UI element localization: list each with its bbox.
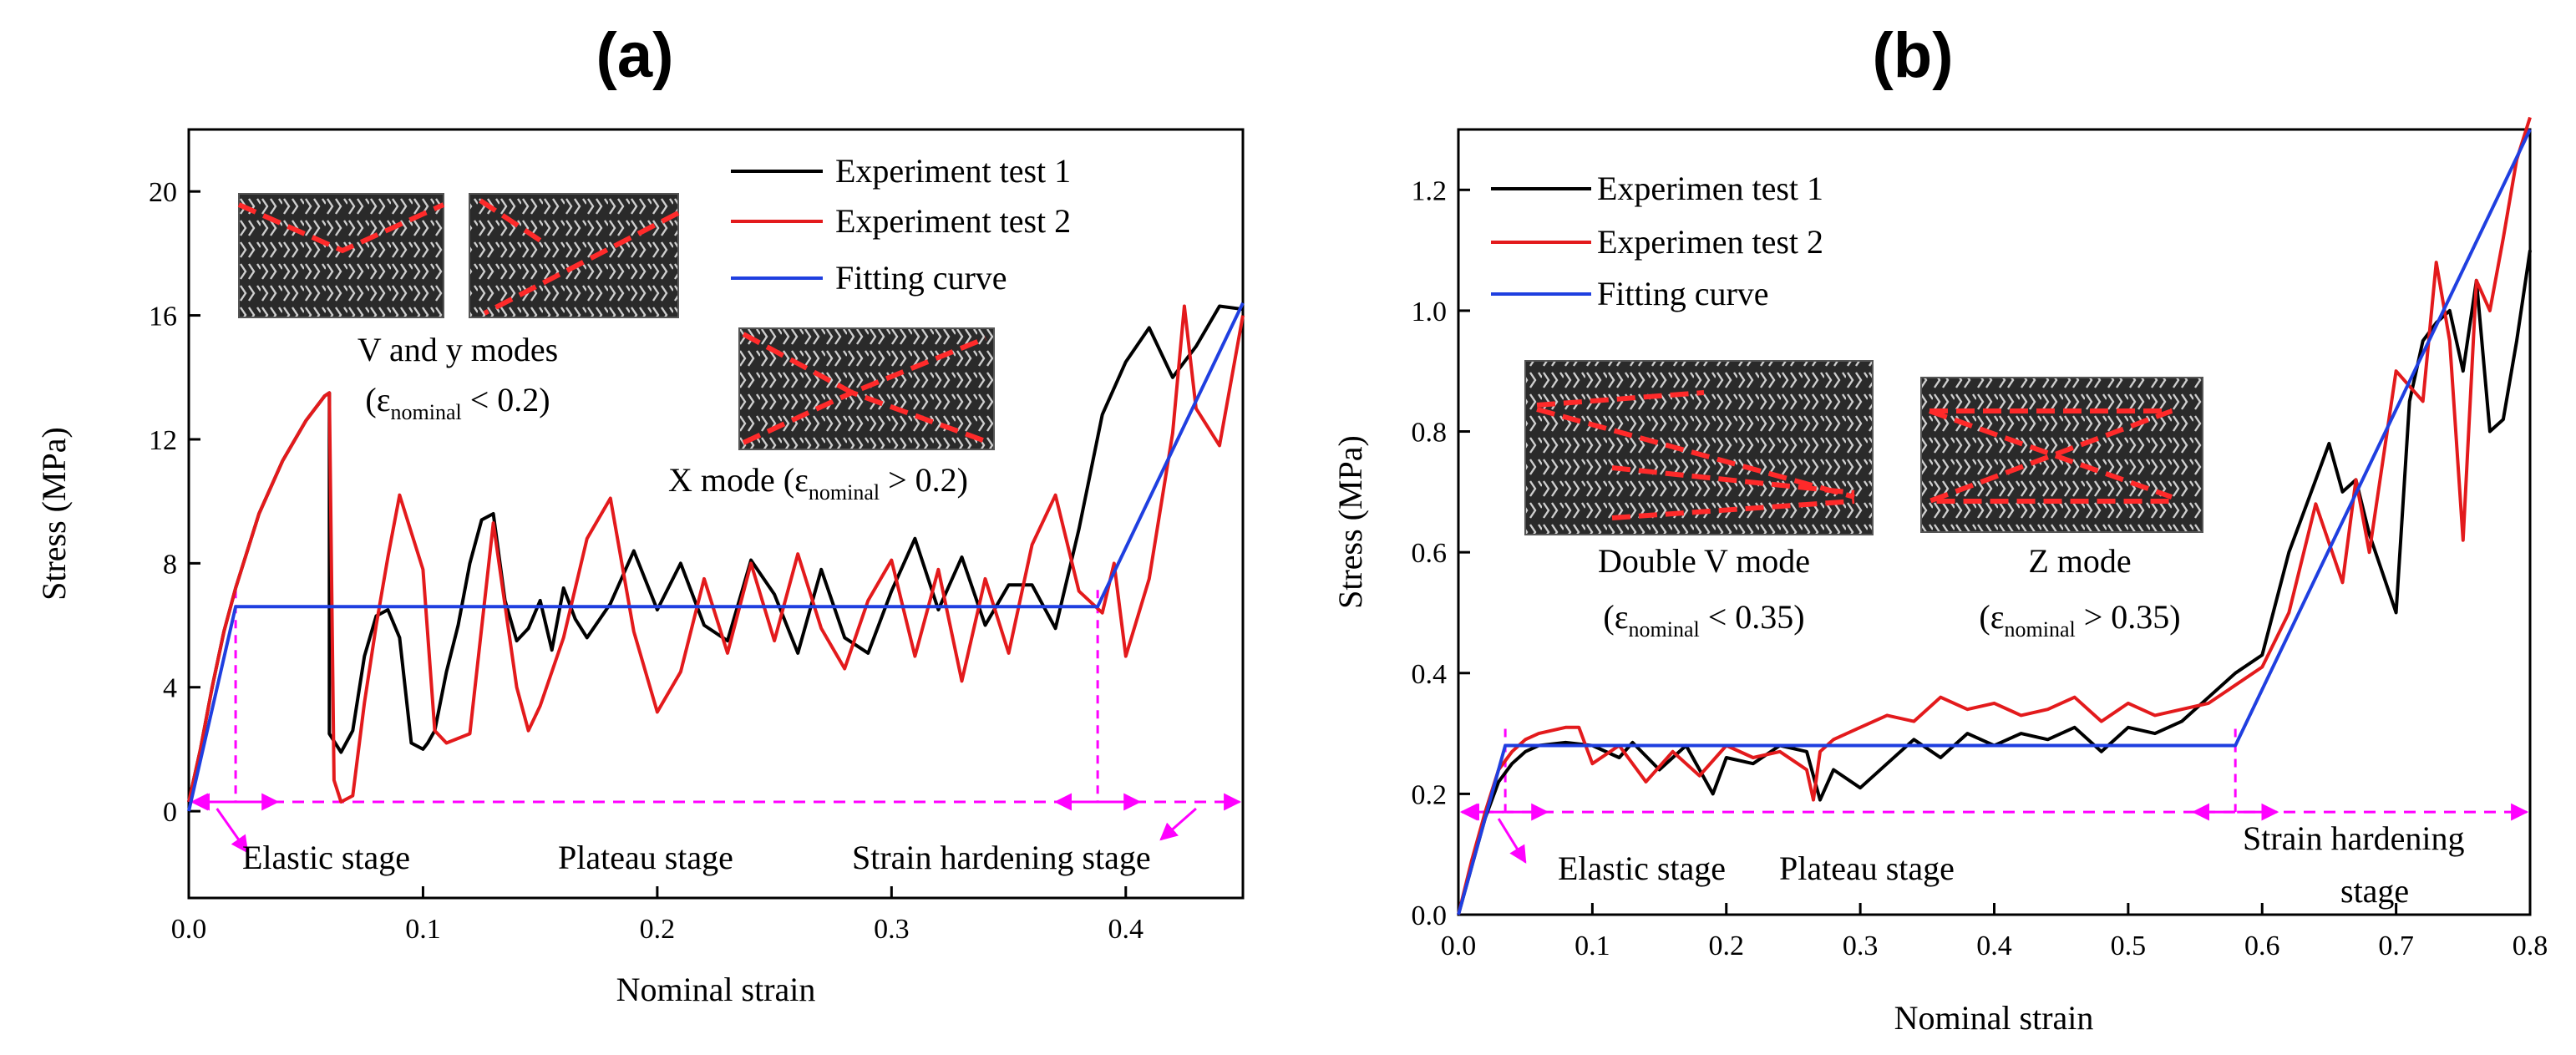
x-tick-label: 0.1 bbox=[1575, 931, 1610, 961]
x-tick-label: 0.6 bbox=[2244, 931, 2280, 961]
series-line-a-1 bbox=[187, 304, 1244, 803]
series-line-a-3 bbox=[187, 302, 1245, 812]
panel-a-x-axis-title: Nominal strain bbox=[616, 971, 816, 1008]
x-tick-label: 0.7 bbox=[2378, 931, 2414, 961]
panel-b-y-axis-title: Stress (MPa) bbox=[1331, 435, 1369, 609]
y-tick-label: 4 bbox=[163, 673, 177, 704]
panel-b-series bbox=[1457, 116, 2532, 916]
panel-a-inset-v-mode bbox=[237, 193, 445, 318]
panel-b-hardening-stage-label-2: stage bbox=[2340, 872, 2409, 910]
x-tick-label: 0.1 bbox=[405, 914, 441, 945]
x-tick-label: 0.5 bbox=[2111, 931, 2147, 961]
panel-b-legend: Experimen test 1 Experimen test 2 Fittin… bbox=[1491, 170, 1823, 312]
panel-b-axes: 0.0 0.1 0.2 0.3 0.4 0.5 0.6 0.7 0.8 0.0 0.2 0.4 0.6 0… bbox=[1412, 175, 2548, 961]
panel-b-hardening-stage-label-1: Strain hardening bbox=[2243, 819, 2465, 857]
y-tick-label: 16 bbox=[149, 302, 177, 332]
x-tick-label: 0.8 bbox=[2513, 931, 2548, 961]
legend-label-b-fit: Fitting curve bbox=[1597, 275, 1769, 312]
x-tick-label: 0.2 bbox=[640, 914, 676, 945]
y-tick-label: 8 bbox=[163, 549, 177, 580]
y-tick-label: 12 bbox=[149, 425, 177, 456]
y-tick-label: 0.0 bbox=[1412, 900, 1448, 931]
v-y-modes-condition: (εnominal < 0.2) bbox=[365, 381, 550, 424]
x-tick-label: 0.0 bbox=[1441, 931, 1477, 961]
series-line-b-1 bbox=[1457, 250, 2532, 916]
panel-a-elastic-stage-label: Elastic stage bbox=[242, 839, 410, 876]
z-mode-caption: Z mode bbox=[2028, 542, 2131, 580]
panel-a-inset-x-mode bbox=[738, 327, 995, 450]
panel-a-y-axis-title: Stress (MPa) bbox=[35, 427, 73, 601]
x-mode-caption: X mode (εnominal > 0.2) bbox=[668, 461, 968, 505]
y-tick-label: 0.2 bbox=[1412, 779, 1448, 810]
x-tick-label: 0.3 bbox=[1843, 931, 1879, 961]
y-tick-label: 0.6 bbox=[1412, 538, 1448, 569]
double-v-mode-caption: Double V mode bbox=[1598, 542, 1810, 580]
panel-b-elastic-stage-label: Elastic stage bbox=[1558, 850, 1726, 887]
panel-b-inset-double-v-mode bbox=[1524, 360, 1874, 535]
panel-a-axes: 0.0 0.1 0.2 0.3 0.4 0 4 8 12 16 20 bbox=[149, 177, 1143, 945]
panel-a-inset-y-mode bbox=[469, 193, 680, 318]
series-line-b-3 bbox=[1457, 129, 2532, 916]
panel-a-plateau-stage-label: Plateau stage bbox=[558, 839, 733, 876]
panel-b-plateau-stage-label: Plateau stage bbox=[1779, 850, 1955, 887]
y-tick-label: 20 bbox=[149, 177, 177, 208]
v-y-modes-caption: V and y modes bbox=[357, 331, 558, 368]
legend-label-test2: Experiment test 2 bbox=[835, 202, 1071, 240]
legend-label-fit: Fitting curve bbox=[835, 259, 1007, 297]
panel-b: 0.0 0.1 0.2 0.3 0.4 0.5 0.6 0.7 0.8 0.0 0.2 0.4 0.6 0… bbox=[1331, 116, 2548, 1037]
x-tick-label: 0.4 bbox=[1976, 931, 2012, 961]
panel-b-x-axis-title: Nominal strain bbox=[1894, 999, 2094, 1037]
double-v-mode-condition: (εnominal < 0.35) bbox=[1603, 598, 1804, 642]
y-tick-label: 0 bbox=[163, 797, 177, 828]
y-tick-label: 1.2 bbox=[1412, 175, 1448, 206]
legend-label-test1: Experiment test 1 bbox=[835, 152, 1071, 190]
panel-b-stage-guides bbox=[1459, 728, 2529, 864]
legend-label-b-test2: Experimen test 2 bbox=[1597, 223, 1823, 261]
series-line-a-2 bbox=[187, 304, 1245, 804]
panel-a-legend: Experiment test 1 Experiment test 2 Fitt… bbox=[731, 152, 1071, 297]
elastic-pointer-arrow bbox=[1497, 818, 1527, 864]
y-tick-label: 0.4 bbox=[1412, 659, 1448, 690]
panel-b-label: (b) bbox=[1872, 20, 1953, 91]
hardening-pointer-arrow bbox=[1159, 807, 1197, 841]
y-tick-label: 0.8 bbox=[1412, 418, 1448, 449]
panel-a-series bbox=[187, 302, 1245, 812]
y-tick-label: 1.0 bbox=[1412, 297, 1448, 327]
panel-a-hardening-stage-label: Strain hardening stage bbox=[852, 839, 1151, 876]
x-tick-label: 0.3 bbox=[874, 914, 910, 945]
legend-label-b-test1: Experimen test 1 bbox=[1597, 170, 1823, 207]
x-tick-label: 0.4 bbox=[1108, 914, 1144, 945]
panel-a-stage-guides bbox=[190, 590, 1242, 854]
z-mode-condition: (εnominal > 0.35) bbox=[1979, 598, 2180, 642]
panel-a-plot-area bbox=[187, 128, 1245, 900]
panel-b-inset-z-mode bbox=[1920, 377, 2203, 533]
panel-a-label: (a) bbox=[596, 20, 674, 91]
x-tick-label: 0.2 bbox=[1709, 931, 1745, 961]
x-tick-label: 0.0 bbox=[171, 914, 207, 945]
elastic-pointer-arrow bbox=[216, 808, 249, 854]
